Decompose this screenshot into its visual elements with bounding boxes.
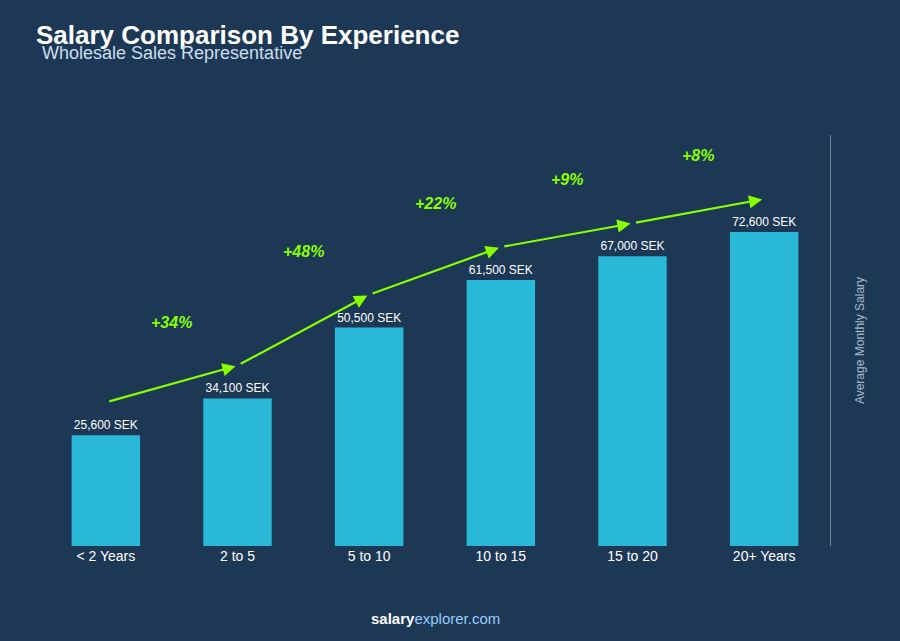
svg-text:15 to 20: 15 to 20 (607, 548, 658, 564)
svg-text:salaryexplorer.com: salaryexplorer.com (371, 610, 500, 627)
svg-text:61,500 SEK: 61,500 SEK (469, 263, 533, 277)
svg-text:+9%: +9% (551, 171, 583, 188)
svg-text:34,100 SEK: 34,100 SEK (205, 381, 269, 395)
svg-text:Salary Comparison By Experienc: Salary Comparison By Experience (36, 20, 459, 50)
svg-text:5 to 10: 5 to 10 (348, 548, 391, 564)
svg-text:+48%: +48% (283, 243, 324, 260)
svg-text:+8%: +8% (682, 147, 714, 164)
svg-text:67,000 SEK: 67,000 SEK (600, 239, 664, 253)
svg-text:+34%: +34% (151, 314, 192, 331)
svg-text:72,600 SEK: 72,600 SEK (732, 215, 796, 229)
svg-text:10 to 15: 10 to 15 (476, 548, 527, 564)
svg-text:20+ Years: 20+ Years (733, 548, 796, 564)
svg-text:2 to 5: 2 to 5 (220, 548, 255, 564)
svg-text:50,500 SEK: 50,500 SEK (337, 311, 401, 325)
svg-text:< 2 Years: < 2 Years (76, 548, 135, 564)
svg-text:25,600 SEK: 25,600 SEK (74, 418, 138, 432)
svg-text:Wholesale Sales Representative: Wholesale Sales Representative (42, 43, 302, 63)
svg-text:+22%: +22% (415, 195, 456, 212)
svg-text:Average Monthly Salary: Average Monthly Salary (853, 277, 867, 404)
